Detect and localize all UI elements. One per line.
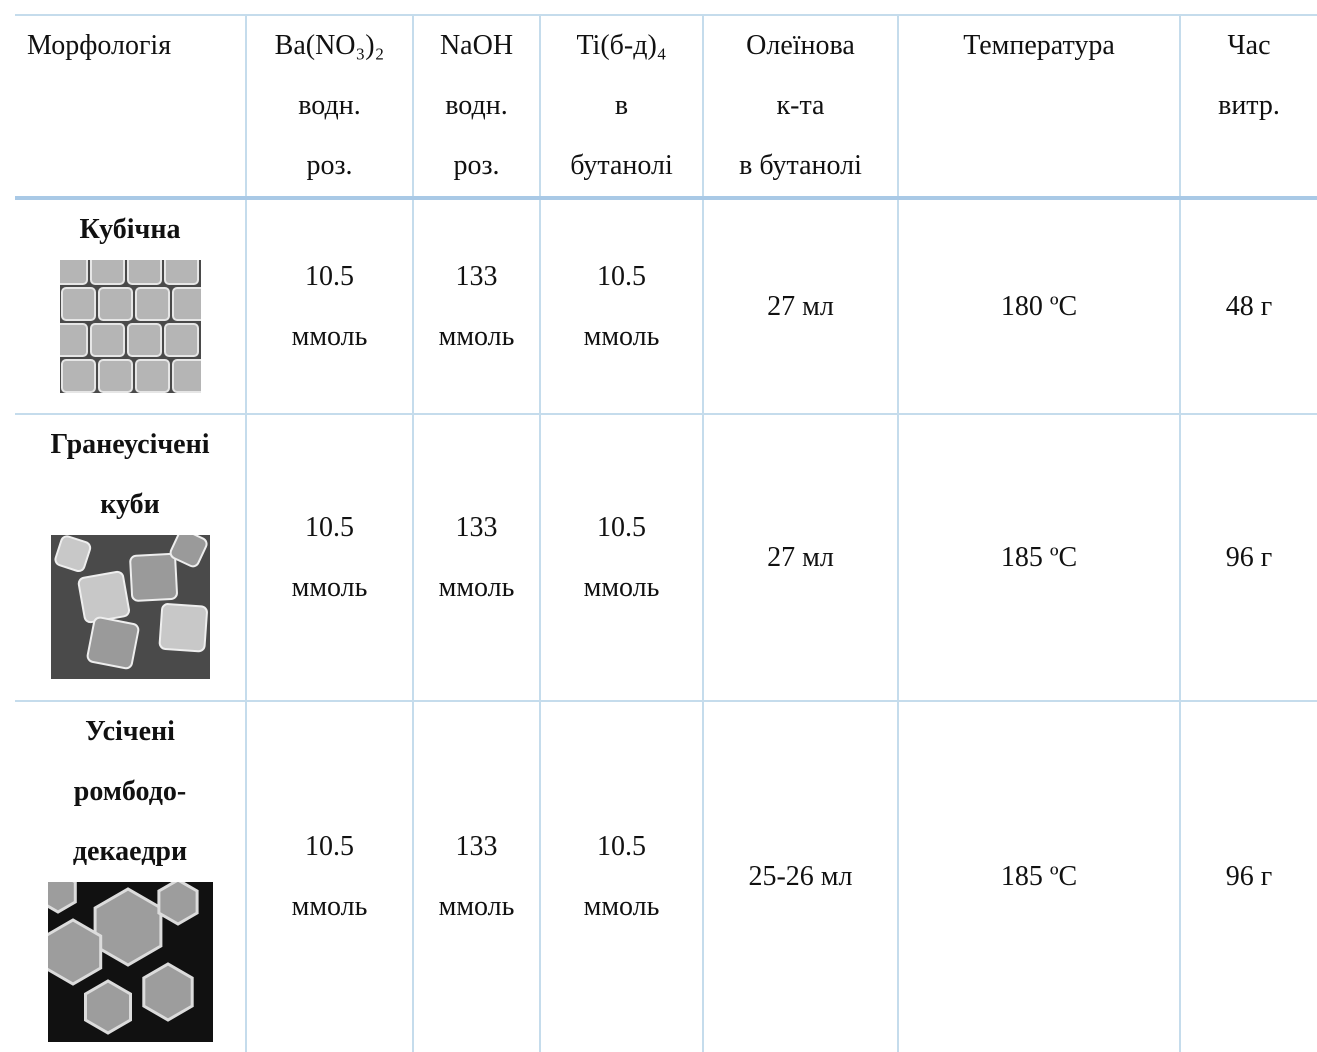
cell-line: ммоль	[583, 891, 660, 922]
header-cell: Ba(NO₃)₂ водн. роз.	[245, 14, 414, 200]
cell-line: куби	[100, 489, 160, 520]
cell-line: ромбодо-	[73, 776, 187, 807]
cell-line: к-та	[776, 90, 825, 121]
cell-line: 133	[455, 260, 498, 292]
sem-image	[47, 882, 213, 1042]
header-cell: Температура	[897, 14, 1181, 200]
cell-line: 10.5	[305, 260, 354, 292]
cell-line: ммоль	[438, 320, 515, 352]
cell-line: 25-26 мл	[748, 861, 853, 892]
value-cell: 133 ммоль	[412, 700, 541, 1052]
data-row: Кубічна 10.5 ммоль 133 ммоль 10.5 ммоль 27 мл 18…	[15, 197, 1317, 415]
cell-line: ммоль	[291, 891, 368, 922]
cell-line: 180 ºC	[1000, 290, 1078, 322]
header-row: Морфологія Ba(NO₃)₂ водн. роз. NaOH водн. роз.…	[15, 14, 1317, 200]
value-cell: 96 г	[1179, 700, 1317, 1052]
cell-line: NaOH	[439, 30, 514, 61]
cell-line: ммоль	[438, 891, 515, 922]
value-cell: 25-26 мл	[702, 700, 899, 1052]
value-cell: 133 ммоль	[412, 197, 541, 415]
cell-line: Ti(б-д)₄	[576, 30, 667, 61]
cell-line: Гранеусічені	[50, 429, 210, 460]
cell-line: ммоль	[583, 571, 660, 603]
cell-line: водн.	[298, 90, 361, 121]
value-cell: 27 мл	[702, 413, 899, 702]
value-cell: 10.5 ммоль	[245, 413, 414, 702]
cell-line: 48 г	[1225, 290, 1273, 322]
value-cell: 180 ºC	[897, 197, 1181, 415]
header-cell: Час витр.	[1179, 14, 1317, 200]
value-cell: 185 ºC	[897, 700, 1181, 1052]
value-cell: 10.5 ммоль	[539, 700, 704, 1052]
cell-line: 10.5	[597, 831, 646, 862]
cell-line: Ba(NO₃)₂	[274, 30, 385, 61]
cell-line: 10.5	[597, 260, 646, 292]
cell-line: бутанолі	[570, 150, 673, 181]
cell-line: 96 г	[1225, 861, 1273, 892]
cell-line: 10.5	[597, 511, 646, 543]
cell-line: Температура	[963, 30, 1115, 61]
header-cell: Олеїнова к-та в бутанолі	[702, 14, 899, 200]
value-cell: 27 мл	[702, 197, 899, 415]
header-cell: Ti(б-д)₄ в бутанолі	[539, 14, 704, 200]
value-cell: 48 г	[1179, 197, 1317, 415]
value-cell: 10.5 ммоль	[245, 700, 414, 1052]
table-body: Морфологія Ba(NO₃)₂ водн. роз. NaOH водн. роз.…	[15, 14, 1317, 1052]
morphology-cell: Кубічна	[15, 197, 247, 415]
cell-line: в	[614, 90, 629, 121]
cell-line: Усічені	[85, 716, 175, 747]
data-row: Усічені ромбодо-декаедри 10.5 ммоль 133 ммоль…	[15, 700, 1317, 1052]
cell-line: Олеїнова	[746, 30, 855, 61]
cell-line: водн.	[445, 90, 508, 121]
cell-line: 10.5	[305, 511, 354, 543]
cell-line: витр.	[1218, 90, 1280, 121]
morphology-cell: Гранеусічені куби	[15, 413, 247, 702]
cell-line: ммоль	[583, 320, 660, 352]
cell-line: 96 г	[1225, 541, 1273, 573]
header-cell: NaOH водн. роз.	[412, 14, 541, 200]
synthesis-table: Морфологія Ba(NO₃)₂ водн. роз. NaOH водн. роз.…	[15, 14, 1317, 1052]
value-cell: 133 ммоль	[412, 413, 541, 702]
data-row: Гранеусічені куби 10.5 ммоль 133 ммоль 10.5 ммо…	[15, 413, 1317, 702]
cell-line: 133	[455, 511, 498, 543]
value-cell: 10.5 ммоль	[539, 413, 704, 702]
value-cell: 10.5 ммоль	[539, 197, 704, 415]
cell-line: 133	[455, 831, 498, 862]
cell-line: 185 ºC	[1000, 541, 1078, 573]
cell-line: Кубічна	[79, 214, 181, 245]
morphology-cell: Усічені ромбодо-декаедри	[15, 700, 247, 1052]
cell-line: декаедри	[72, 836, 188, 867]
cell-line: ммоль	[291, 320, 368, 352]
cell-line: ммоль	[438, 571, 515, 603]
sem-image	[59, 260, 201, 393]
header-cell: Морфологія	[15, 14, 247, 200]
cell-line: 185 ºC	[1000, 861, 1078, 892]
value-cell: 185 ºC	[897, 413, 1181, 702]
sem-image	[50, 535, 210, 679]
cell-line: роз.	[453, 150, 500, 181]
value-cell: 96 г	[1179, 413, 1317, 702]
cell-line: 27 мл	[767, 290, 834, 322]
cell-line: в бутанолі	[739, 150, 862, 181]
value-cell: 10.5 ммоль	[245, 197, 414, 415]
cell-line: роз.	[306, 150, 353, 181]
cell-line: Морфологія	[27, 30, 172, 61]
cell-line: 10.5	[305, 831, 354, 862]
cell-line: Час	[1227, 30, 1271, 61]
cell-line: ммоль	[291, 571, 368, 603]
cell-line: 27 мл	[767, 541, 834, 573]
